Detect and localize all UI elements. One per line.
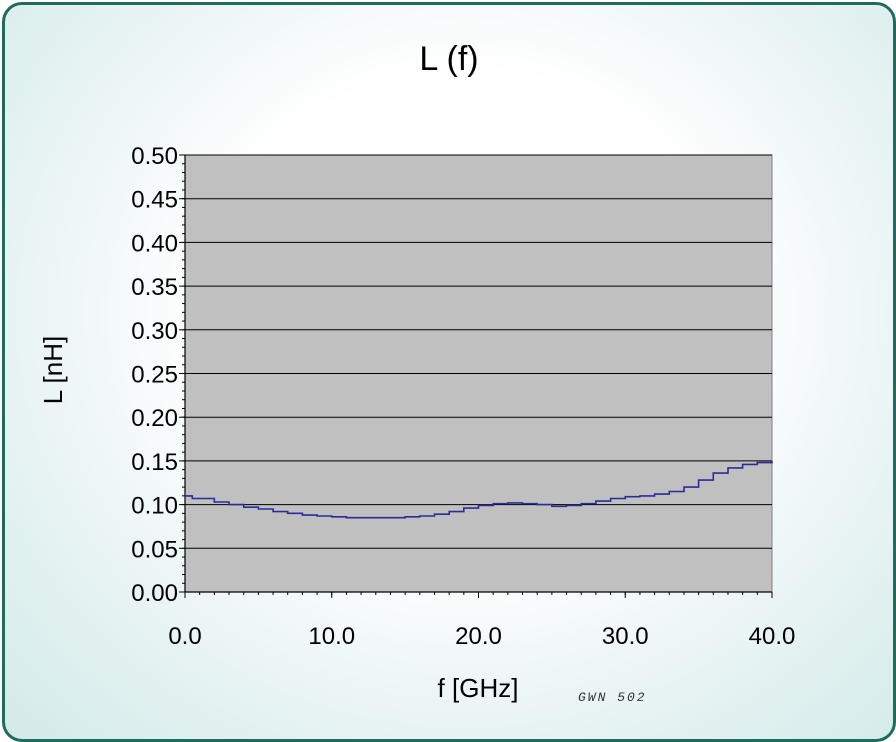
y-tick-label: 0.40 [131, 230, 178, 257]
y-tick-label: 0.00 [131, 580, 178, 607]
y-tick-label: 0.15 [131, 449, 178, 476]
y-tick-label: 0.20 [131, 405, 178, 432]
x-tick-label: 20.0 [455, 623, 502, 650]
y-tick-label: 0.25 [131, 362, 178, 389]
x-tick-label: 0.0 [168, 623, 201, 650]
series-line [185, 460, 773, 519]
y-tick-label: 0.50 [131, 143, 178, 170]
x-axis-label: f [GHz] [438, 673, 519, 703]
x-tick-label: 40.0 [749, 623, 796, 650]
y-tick-label: 0.35 [131, 274, 178, 301]
watermark-text: GWN 502 [578, 690, 647, 705]
y-tick-label: 0.10 [131, 493, 178, 520]
y-tick-label: 0.30 [131, 318, 178, 345]
x-tick-label: 30.0 [602, 623, 649, 650]
y-tick-label: 0.05 [131, 536, 178, 563]
y-tick-label: 0.45 [131, 187, 178, 214]
plot-area: 0.00 0.05 0.10 0.15 0.20 0.25 0.30 0.35 0.40 0.45… [131, 143, 795, 650]
x-tick-label: 10.0 [308, 623, 355, 650]
y-axis-label: L [nH] [38, 336, 68, 404]
chart-title: L (f) [419, 40, 479, 78]
